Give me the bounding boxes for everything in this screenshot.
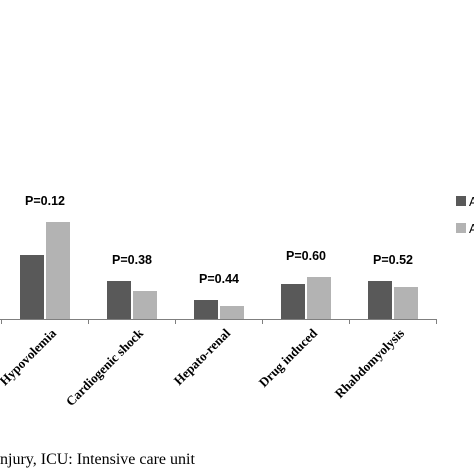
bar-series-2-3	[220, 306, 244, 319]
x-axis-ticks	[1, 319, 437, 324]
legend-swatch-series-2	[456, 223, 466, 233]
bar-series-2-5	[394, 287, 418, 319]
bar-series-2-1	[46, 222, 70, 319]
p-value-label: P=0.52	[373, 253, 413, 267]
category-label: Cardiogenic shock	[63, 325, 147, 409]
bar-series-1-2	[107, 281, 131, 319]
legend-label-series-2: A	[469, 222, 474, 236]
bar-series-1-3	[194, 300, 218, 319]
p-value-labels: P=0.12 P=0.38 P=0.44 P=0.60 P=0.52	[25, 194, 413, 286]
legend-label-series-1: A	[469, 195, 474, 209]
category-label: Rhabdomyolysis	[332, 326, 407, 401]
bar-series-1-4	[281, 284, 305, 319]
figure-caption: njury, ICU: Intensive care unit	[0, 451, 195, 468]
category-labels: Hypovolemia Cardiogenic shock Hepato-renal…	[0, 325, 407, 409]
category-label: Hepato-renal	[171, 325, 234, 388]
bar-series-1-5	[368, 281, 392, 319]
bar-series-1-1	[20, 255, 44, 319]
bars-group	[20, 222, 418, 319]
legend-swatch-series-1	[456, 196, 466, 206]
p-value-label: P=0.44	[199, 272, 239, 286]
category-label: Drug induced	[256, 325, 321, 390]
p-value-label: P=0.60	[286, 249, 326, 263]
bar-series-2-2	[133, 291, 157, 319]
p-value-label: P=0.12	[25, 194, 65, 208]
bar-series-2-4	[307, 277, 331, 319]
legend: A A	[456, 195, 474, 236]
category-label: Hypovolemia	[0, 325, 59, 388]
p-value-label: P=0.38	[112, 253, 152, 267]
